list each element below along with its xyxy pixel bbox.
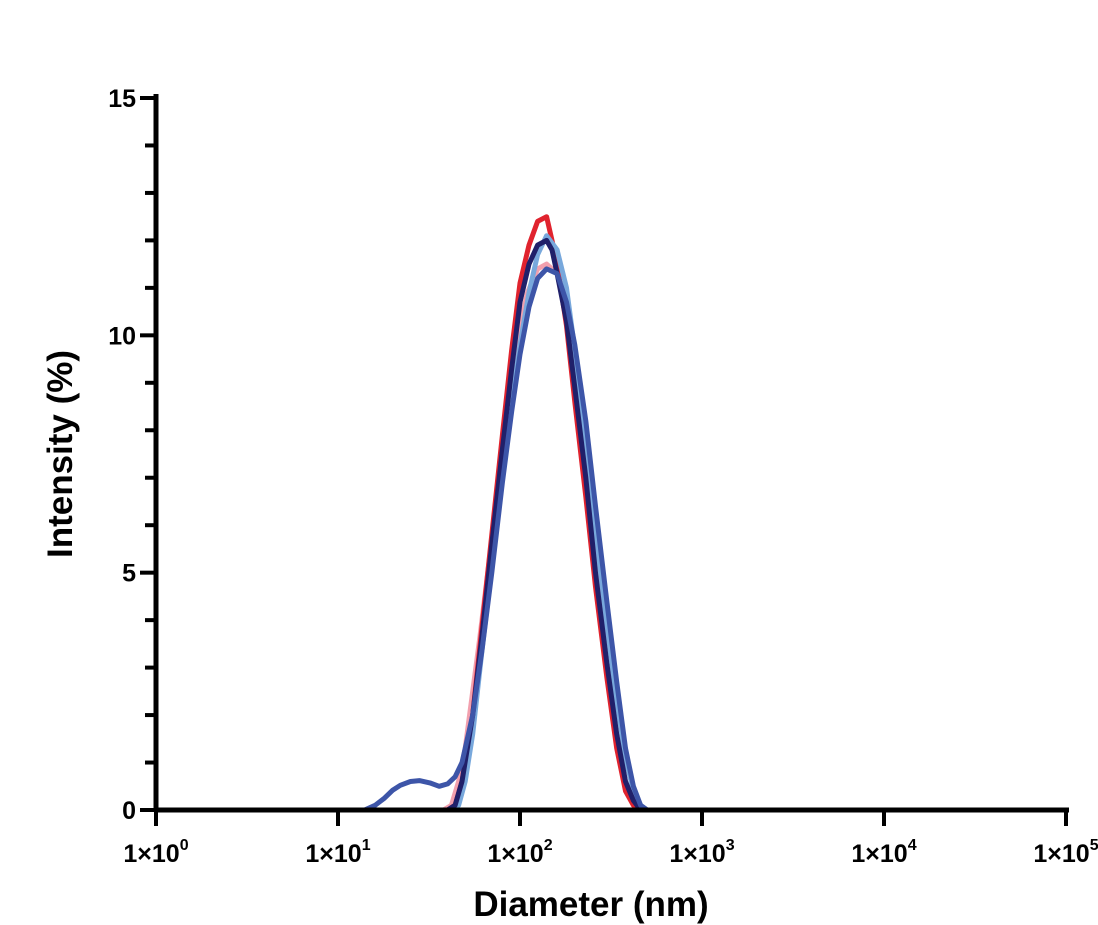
x-tick-label: 1×102	[487, 837, 552, 868]
y-tick-label: 5	[122, 560, 136, 588]
axes-group	[153, 94, 1069, 813]
series-line-5	[153, 266, 887, 813]
x-tick-label: 1×105	[1033, 837, 1098, 868]
y-tick-label: 0	[122, 797, 136, 825]
x-tick-label: 1×104	[851, 837, 916, 868]
series-group	[153, 214, 887, 813]
x-tick-label: 1×103	[669, 837, 734, 868]
y-axis-title: Intensity (%)	[41, 350, 80, 558]
x-tick-label: 1×100	[123, 837, 188, 868]
ticks-group: 0 5 10 15 1×100 1×101 1×102 1×103 1×104 1×105	[108, 85, 1098, 868]
x-tick-label: 1×101	[305, 837, 370, 868]
y-tick-label: 10	[108, 322, 136, 350]
x-axis-title: Diameter (nm)	[473, 885, 708, 924]
y-tick-label: 15	[108, 85, 136, 113]
